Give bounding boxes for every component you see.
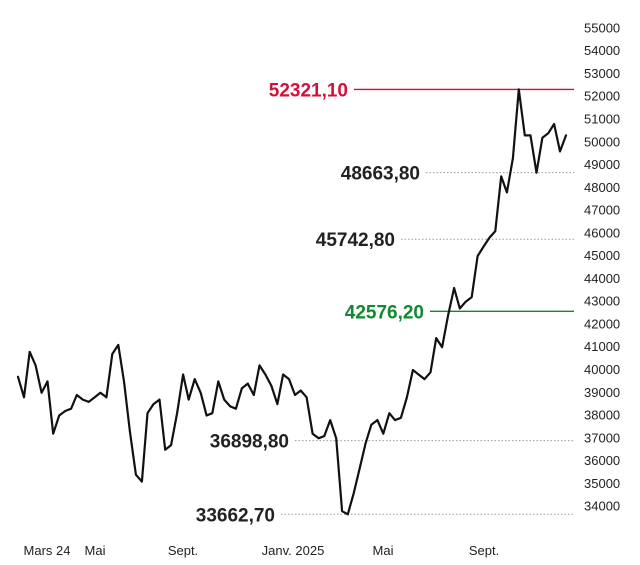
reference-label: 42576,20 bbox=[345, 302, 424, 323]
y-tick-label: 49000 bbox=[584, 157, 620, 172]
x-tick-label: Sept. bbox=[168, 543, 198, 558]
y-tick-label: 45000 bbox=[584, 248, 620, 263]
y-tick-label: 46000 bbox=[584, 225, 620, 240]
x-tick-label: Mars 24 bbox=[24, 543, 71, 558]
x-tick-label: Sept. bbox=[469, 543, 499, 558]
y-tick-label: 40000 bbox=[584, 362, 620, 377]
reference-label: 48663,80 bbox=[341, 164, 420, 185]
y-tick-label: 41000 bbox=[584, 339, 620, 354]
y-tick-label: 51000 bbox=[584, 111, 620, 126]
x-tick-label: Janv. 2025 bbox=[262, 543, 325, 558]
y-tick-label: 34000 bbox=[584, 499, 620, 514]
reference-label: 33662,70 bbox=[196, 505, 275, 526]
y-tick-label: 42000 bbox=[584, 316, 620, 331]
y-tick-label: 43000 bbox=[584, 294, 620, 309]
y-tick-label: 35000 bbox=[584, 476, 620, 491]
y-tick-label: 37000 bbox=[584, 430, 620, 445]
y-tick-label: 44000 bbox=[584, 271, 620, 286]
y-tick-label: 50000 bbox=[584, 134, 620, 149]
y-tick-label: 53000 bbox=[584, 66, 620, 81]
x-tick-label: Mai bbox=[85, 543, 106, 558]
reference-label: 36898,80 bbox=[210, 432, 289, 453]
y-tick-label: 36000 bbox=[584, 453, 620, 468]
x-tick-label: Mai bbox=[373, 543, 394, 558]
y-tick-label: 55000 bbox=[584, 20, 620, 35]
y-tick-label: 48000 bbox=[584, 180, 620, 195]
reference-label: 45742,80 bbox=[316, 230, 395, 251]
reference-label: 52321,10 bbox=[269, 80, 348, 101]
y-tick-label: 39000 bbox=[584, 385, 620, 400]
price-series-line bbox=[16, 88, 568, 516]
y-tick-label: 47000 bbox=[584, 203, 620, 218]
y-tick-label: 54000 bbox=[584, 43, 620, 58]
y-tick-label: 38000 bbox=[584, 408, 620, 423]
y-tick-label: 52000 bbox=[584, 89, 620, 104]
